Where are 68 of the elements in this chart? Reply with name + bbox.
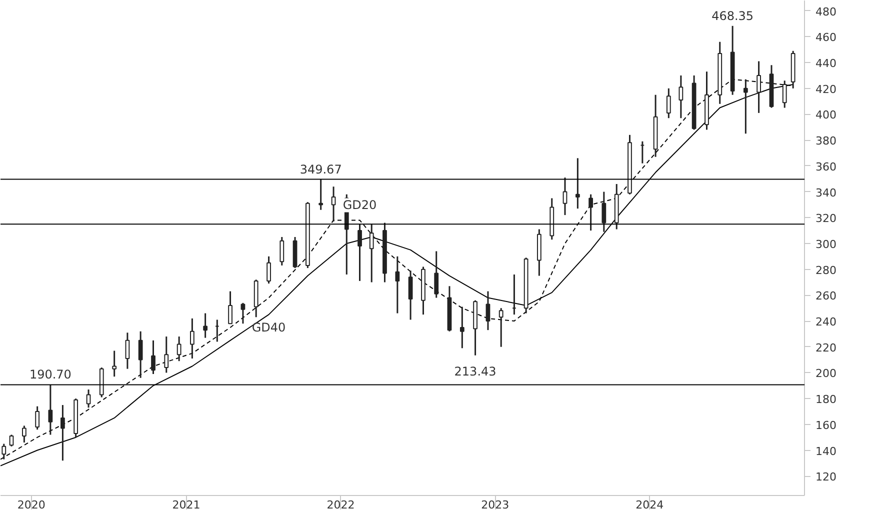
candlestick — [756, 60, 761, 114]
y-tick-label: 460 — [816, 31, 836, 44]
candlestick — [318, 178, 324, 211]
candlestick — [86, 388, 91, 408]
candlestick — [408, 270, 413, 320]
candlestick — [22, 424, 26, 444]
y-tick-label: 420 — [816, 82, 836, 96]
x-tick-label: 2022 — [326, 498, 355, 512]
candlestick — [460, 306, 464, 349]
annotation: GD40 — [252, 320, 286, 335]
candlestick — [588, 194, 593, 232]
candlestick — [60, 404, 65, 462]
candlestick — [240, 302, 246, 324]
candlestick — [280, 236, 284, 266]
annotation: 190.70 — [29, 368, 72, 382]
candlestick — [112, 350, 117, 378]
y-tick-label: 320 — [816, 212, 836, 226]
annotation: GD20 — [342, 198, 377, 212]
candlestick — [434, 250, 439, 299]
annotation: 213.43 — [454, 364, 496, 378]
candlestick — [35, 406, 40, 430]
y-tick-label: 240 — [816, 316, 836, 329]
candlestick — [228, 290, 232, 324]
candlestick — [395, 256, 400, 314]
y-tick-label: 380 — [816, 134, 836, 148]
candlestick — [782, 80, 787, 109]
y-tick-label: 480 — [816, 5, 836, 18]
y-tick-label: 180 — [816, 393, 836, 406]
x-tick-label: 2021 — [172, 498, 200, 512]
y-tick-label: 200 — [816, 367, 836, 380]
y-tick-label: 300 — [816, 238, 836, 251]
candlestick — [48, 384, 53, 436]
annotation: 349.67 — [300, 162, 342, 176]
candlestick — [190, 318, 194, 360]
candlestick — [331, 186, 336, 222]
candlestick — [678, 74, 684, 119]
y-tick-label: 260 — [816, 290, 836, 303]
candlestick — [125, 332, 130, 370]
candlestick — [743, 78, 748, 134]
y-tick-label: 220 — [816, 341, 836, 354]
x-tick-label: 2023 — [481, 498, 510, 512]
candlestick — [164, 336, 169, 374]
y-tick-label: 160 — [816, 418, 836, 432]
x-tick-label: 2020 — [17, 498, 46, 512]
y-tick-label: 440 — [816, 57, 836, 70]
y-tick-label: 120 — [816, 470, 836, 484]
y-tick-label: 280 — [816, 264, 836, 277]
y-tick-label: 340 — [816, 186, 836, 200]
candlestick — [138, 330, 143, 379]
candlestick — [9, 434, 14, 448]
candlestick — [358, 223, 362, 282]
y-tick-label: 400 — [816, 108, 836, 122]
y-tick-label: 140 — [816, 444, 836, 458]
candlestick — [176, 336, 182, 362]
candlestick — [666, 88, 671, 119]
candlestick — [2, 443, 6, 460]
candlestick — [203, 312, 208, 339]
candlestick — [369, 223, 374, 283]
candlestick — [266, 256, 271, 284]
candlestick — [486, 290, 490, 331]
y-tick-label: 360 — [816, 160, 836, 174]
candlestick — [151, 340, 156, 375]
x-tick-label: 2024 — [636, 498, 664, 512]
annotation: 468.35 — [712, 8, 754, 23]
candlestick — [562, 176, 568, 216]
candlestick — [602, 191, 606, 233]
candlestick — [575, 157, 580, 210]
candlestick — [498, 307, 504, 348]
